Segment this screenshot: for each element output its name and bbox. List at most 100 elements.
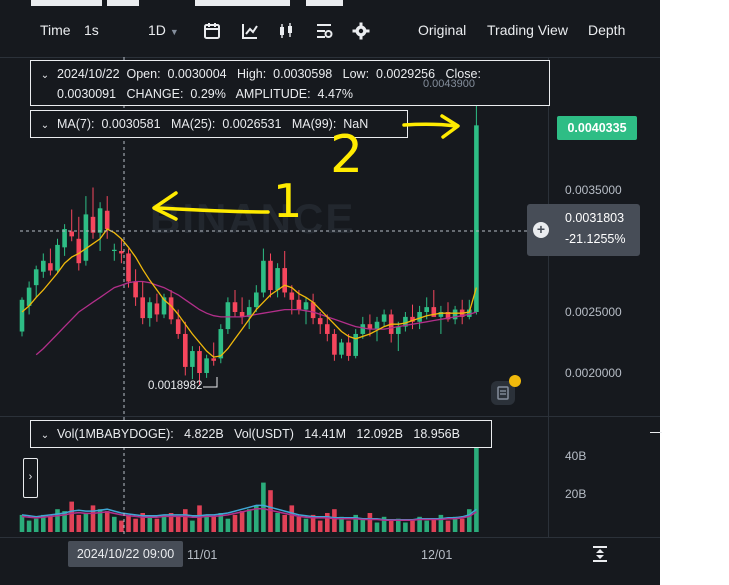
ma25-line <box>35 280 477 356</box>
price-axis-divider <box>548 57 549 537</box>
volume-bar <box>211 516 216 532</box>
volume-bar <box>225 518 231 532</box>
candle-body <box>48 263 53 271</box>
edge-line <box>650 432 662 433</box>
volume-chart[interactable] <box>0 417 548 537</box>
tab-indicator <box>107 0 139 6</box>
volume-bar <box>168 513 174 532</box>
low-marker-line <box>203 377 218 388</box>
view-depth-tab[interactable]: Depth <box>588 22 626 38</box>
chevron-down-icon[interactable]: ⌄ <box>40 70 50 81</box>
volume-values: Vol(1MBABYDOGE): 4.822B Vol(USDT) 14.41M… <box>57 427 460 441</box>
fit-axis-icon[interactable] <box>592 546 608 562</box>
high-marker: 0.0043900 <box>423 78 475 90</box>
volume-bar <box>381 516 387 532</box>
candle-body <box>381 314 387 322</box>
candle-body <box>69 231 74 237</box>
volume-bar <box>204 514 209 532</box>
candle-body <box>474 125 479 312</box>
candle-body <box>154 303 160 315</box>
candle-body <box>310 302 316 319</box>
candle-body <box>431 307 437 317</box>
candle-body <box>104 210 110 230</box>
volume-bar <box>62 511 67 532</box>
annotation-arrowhead-2 <box>440 114 460 139</box>
candle-body <box>268 260 273 291</box>
annotation-arrow-1 <box>156 206 270 214</box>
candle-body <box>140 297 145 319</box>
view-original-tab[interactable]: Original <box>418 22 467 38</box>
volume-bar <box>339 516 344 532</box>
volume-bar <box>388 520 394 532</box>
candle-body <box>445 312 451 320</box>
volume-ma2-line <box>21 508 477 521</box>
candle-body <box>424 307 429 312</box>
indicator-icon[interactable] <box>241 22 259 40</box>
time-label: Time <box>40 22 71 38</box>
volume-bar <box>296 516 302 532</box>
view-tradingview-tab[interactable]: Trading View <box>487 22 568 38</box>
volume-bar <box>218 513 224 532</box>
volume-bar <box>239 511 245 532</box>
time-tick: 12/01 <box>421 548 453 562</box>
layout-settings-icon[interactable] <box>315 22 333 40</box>
volume-bar <box>161 514 167 532</box>
interval-1s-button[interactable]: 1s <box>84 22 99 38</box>
price-chart[interactable] <box>0 57 548 416</box>
candle-body <box>353 333 358 356</box>
chart-app: Time 1s 1D ▼ Origi <box>0 0 660 585</box>
ohlc-line-2: 0.0030091 CHANGE: 0.29% AMPLITUDE: 4.47% <box>57 87 353 101</box>
candle-body <box>417 312 422 322</box>
candle-style-icon[interactable] <box>277 22 295 40</box>
volume-bar <box>268 490 273 532</box>
volume-bar <box>232 514 238 532</box>
interval-dropdown[interactable]: 1D ▼ <box>148 22 179 38</box>
expand-panel-button[interactable]: › <box>23 458 38 498</box>
notes-widget[interactable] <box>491 375 521 405</box>
candle-body <box>190 351 195 367</box>
candle-body <box>90 216 96 233</box>
candle-body <box>410 316 415 322</box>
current-price-tag: 0.0040335 <box>557 116 637 140</box>
candle-body <box>76 238 82 264</box>
chevron-down-icon[interactable]: ⌄ <box>40 120 50 131</box>
ohlc-line-1: 2024/10/22 Open: 0.0030004 High: 0.00305… <box>57 67 481 81</box>
candle-body <box>55 244 60 271</box>
notification-dot <box>509 375 521 387</box>
candle-body <box>261 260 266 293</box>
volume-bar <box>438 514 444 532</box>
low-marker: 0.0018982 <box>148 380 202 392</box>
add-alert-icon[interactable]: + <box>533 222 549 238</box>
candle-body <box>396 326 401 334</box>
chevron-down-icon[interactable]: ⌄ <box>40 430 50 441</box>
time-axis-divider <box>0 537 660 538</box>
volume-bar <box>48 516 53 532</box>
candle-body <box>403 316 408 327</box>
volume-bar <box>246 509 252 532</box>
candle-body <box>303 302 309 310</box>
volume-bar <box>289 505 295 532</box>
candle-body <box>296 299 302 310</box>
volume-bar <box>467 509 472 532</box>
candle-body <box>467 309 472 317</box>
low-marker-value: 0.0018982 <box>148 380 203 392</box>
pane-divider[interactable] <box>0 416 660 417</box>
watermark: BINANCE <box>150 195 356 242</box>
volume-bar <box>83 513 89 532</box>
volume-bar <box>175 516 181 532</box>
ohlc-legend: ⌄ 2024/10/22 Open: 0.0030004 High: 0.0030… <box>30 60 550 106</box>
time-tick: 11/01 <box>187 548 218 562</box>
gear-icon[interactable] <box>352 22 370 40</box>
volume-bar <box>190 520 195 532</box>
volume-bar <box>55 509 60 532</box>
volume-bar <box>97 509 103 532</box>
calendar-icon[interactable] <box>203 22 221 40</box>
volume-bar <box>41 514 46 532</box>
candle-body <box>168 297 174 320</box>
volume-bar <box>26 520 32 532</box>
candle-body <box>62 229 67 248</box>
volume-bar <box>374 522 380 532</box>
volume-bar <box>275 513 280 532</box>
volume-bar <box>353 514 358 532</box>
volume-bar <box>424 520 429 532</box>
